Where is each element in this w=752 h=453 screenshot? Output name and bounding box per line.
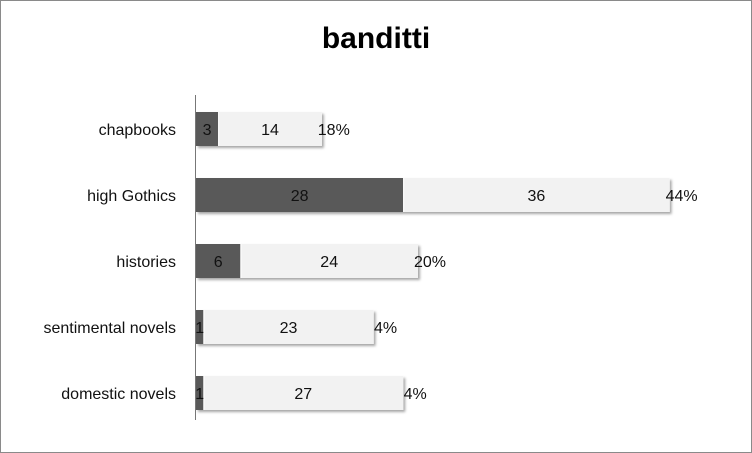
data-label-series-1: 28	[291, 188, 309, 205]
y-tick-label: sentimental novels	[43, 320, 176, 337]
bar-series-2	[403, 178, 670, 212]
data-label-percent: 44%	[666, 188, 698, 205]
data-label-series-2: 14	[261, 122, 279, 139]
data-label-series-2: 24	[320, 254, 338, 271]
data-label-percent: 20%	[414, 254, 446, 271]
y-tick-label: domestic novels	[61, 386, 176, 403]
data-label-percent: 18%	[318, 122, 350, 139]
bar-series-1	[196, 244, 241, 278]
data-label-series-1: 3	[203, 122, 212, 139]
y-tick-label: histories	[116, 254, 176, 271]
data-label-series-1: 6	[214, 254, 223, 271]
data-label-series-1: 1	[195, 320, 204, 337]
bar-series-2	[203, 310, 374, 344]
bar-series-2	[218, 112, 322, 146]
bar-series-2	[203, 376, 404, 410]
data-label-series-2: 27	[294, 386, 312, 403]
chart-title: banditti	[321, 22, 431, 55]
bar-series-1	[196, 112, 219, 146]
data-label-series-1: 1	[195, 386, 204, 403]
y-tick-label: high Gothics	[87, 188, 176, 205]
data-label-percent: 4%	[374, 320, 397, 337]
data-label-percent: 4%	[404, 386, 427, 403]
bar-series-1	[196, 310, 204, 344]
data-label-series-2: 23	[280, 320, 298, 337]
bar-series-1	[196, 178, 404, 212]
bar-series-2	[240, 244, 418, 278]
bar-series-1	[196, 376, 204, 410]
y-tick-label: chapbooks	[99, 122, 176, 139]
data-label-series-2: 36	[528, 188, 546, 205]
